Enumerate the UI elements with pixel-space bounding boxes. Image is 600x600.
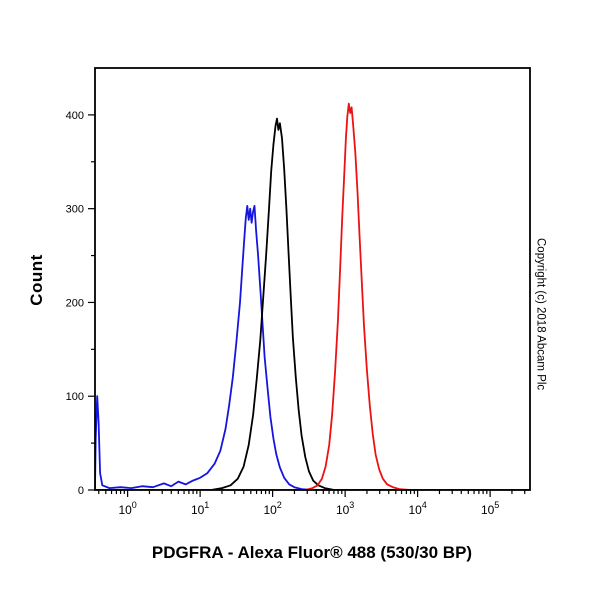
axis-tick-labels: 100 101 102 103 104 105 0 100 200 300 400 <box>66 110 500 517</box>
plot-border <box>94 67 531 491</box>
axis-ticks <box>88 114 526 497</box>
x-tick-label: 101 <box>191 500 209 517</box>
x-tick-label: 100 <box>118 500 136 517</box>
y-tick-label: 100 <box>66 391 84 403</box>
y-axis-title: Count <box>27 254 46 306</box>
y-tick-label: 200 <box>66 297 84 309</box>
blue-curve <box>95 204 530 490</box>
x-tick-label: 103 <box>336 500 354 517</box>
chart-title: PDGFRA - Alexa Fluor® 488 (530/30 BP) <box>151 543 473 562</box>
y-tick-label: 0 <box>78 485 84 497</box>
copyright-text: Copyright (c) 2018 Abcam Plc <box>534 238 547 391</box>
y-tick-label: 400 <box>66 110 84 122</box>
x-tick-label: 104 <box>408 500 426 517</box>
red-curve <box>95 102 530 490</box>
black-curve <box>95 117 530 490</box>
series-curves <box>95 102 530 490</box>
x-tick-label: 102 <box>263 500 281 517</box>
x-tick-label: 105 <box>481 500 499 517</box>
y-tick-label: 300 <box>66 204 84 216</box>
